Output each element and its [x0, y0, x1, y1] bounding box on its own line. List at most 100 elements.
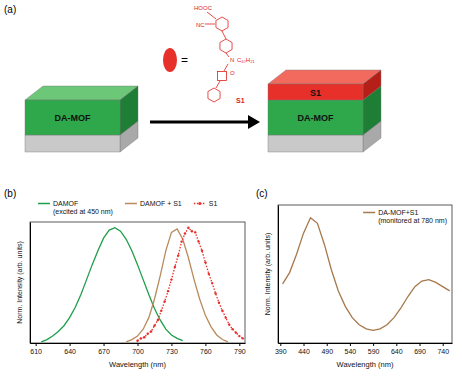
layer-label: DA-MOF	[298, 113, 334, 123]
legend: DAMOF(excited at 450 nm)DAMOF + S1S1	[38, 200, 218, 216]
panel-a: (a)DA-MOFS1DA-MOF=HOOCNCNC₁₀H₂₁OS1	[4, 4, 381, 152]
substrate-front	[25, 135, 120, 152]
plot-area	[41, 227, 244, 342]
molecule-label: O	[230, 70, 235, 76]
x-tick: 790	[234, 343, 246, 355]
legend-label: DAMOF(excited at 450 nm)	[53, 200, 113, 216]
series-line	[126, 229, 228, 342]
x-tick: 640	[64, 343, 76, 355]
dye-layer-side	[363, 70, 381, 100]
ring	[216, 17, 228, 31]
x-tick-mark	[350, 343, 351, 346]
series-marker	[211, 282, 213, 284]
x-axis-title: Wavelength (nm)	[109, 360, 166, 369]
x-tick-label: 640	[391, 348, 403, 355]
molecule-label: NC	[196, 22, 205, 28]
x-tick-mark	[36, 343, 37, 346]
panel-label: (b)	[4, 188, 16, 199]
series-line	[283, 218, 450, 331]
x-tick-mark	[373, 343, 374, 346]
substrate-front	[268, 135, 363, 152]
series-marker	[194, 231, 196, 233]
x-tick-mark	[239, 343, 240, 346]
bond	[205, 24, 215, 25]
x-tick: 700	[132, 343, 144, 355]
dye-layer	[268, 70, 381, 100]
legend-label: S1	[209, 200, 218, 207]
molecule-label: C₁₀H₂₁	[237, 57, 255, 63]
figure: (a)DA-MOFS1DA-MOF=HOOCNCNC₁₀H₂₁OS1(b)610…	[0, 0, 462, 381]
x-tick-mark	[171, 343, 172, 346]
series-marker	[170, 278, 172, 280]
x-axis: 610640670700730760790	[30, 343, 245, 355]
series-marker	[143, 336, 145, 338]
panel-label: (c)	[256, 188, 268, 199]
x-axis: 390 440 490 540 590 640 690 740	[275, 343, 453, 355]
x-tick-label: 740	[437, 348, 449, 355]
series-marker	[197, 240, 199, 242]
legend-label: DA-MOF+S1(monitored at 780 nm)	[378, 209, 447, 225]
x-tick-mark	[443, 343, 444, 346]
x-tick: 540	[345, 343, 357, 355]
series-marker	[228, 323, 230, 325]
series-marker	[191, 230, 193, 232]
x-tick-label: 490	[321, 348, 333, 355]
x-tick: 490	[321, 343, 333, 355]
plot-area	[283, 218, 450, 331]
x-tick: 690	[414, 343, 426, 355]
series-line	[138, 228, 243, 341]
x-tick: 610	[30, 343, 42, 355]
x-tick-label: 670	[98, 348, 110, 355]
x-tick-mark	[205, 343, 206, 346]
y-axis	[278, 206, 279, 344]
x-tick: 640	[391, 343, 403, 355]
molecule-label: N	[230, 57, 234, 63]
series-marker	[235, 331, 237, 333]
plot-frame	[30, 222, 245, 343]
x-tick-mark	[396, 343, 397, 346]
x-tick-label: 590	[368, 348, 380, 355]
series-marker	[177, 254, 179, 256]
chart: (b)610640670700730760790Wavelength (nm)N…	[4, 188, 246, 369]
dye-symbol	[163, 48, 177, 72]
y-axis-line	[30, 223, 31, 344]
arrow-shaft	[150, 121, 250, 124]
x-tick: 740	[437, 343, 449, 355]
x-tick-label: 690	[414, 348, 426, 355]
bond	[216, 81, 220, 88]
series-marker	[225, 316, 227, 318]
mof-layer-side	[120, 86, 138, 135]
legend-marker	[198, 202, 201, 205]
series-marker	[238, 335, 240, 337]
mof-layer-top	[25, 86, 138, 100]
bond	[222, 31, 226, 39]
legend: DA-MOF+S1(monitored at 780 nm)	[363, 209, 447, 225]
series-marker	[136, 339, 138, 341]
y-axis	[30, 223, 31, 344]
series-marker	[184, 232, 186, 234]
bond	[207, 12, 216, 19]
x-tick: 390	[275, 343, 287, 355]
bond	[226, 53, 229, 57]
x-tick-label: 390	[275, 348, 287, 355]
legend-symbol	[194, 203, 206, 205]
x-axis-title: Wavelength (nm)	[337, 360, 394, 369]
mof-layer-front	[25, 100, 120, 135]
x-tick-label: 540	[345, 348, 357, 355]
y-axis-title: Norm. Intensity (arb. units)	[16, 241, 24, 323]
dye-layer-top	[268, 70, 381, 84]
x-tick: 590	[368, 343, 380, 355]
molecule-label: HOOC	[194, 5, 213, 11]
ring	[208, 88, 220, 102]
series-marker	[201, 250, 203, 252]
x-tick: 760	[200, 343, 212, 355]
series-marker	[180, 240, 182, 242]
bond	[224, 64, 228, 71]
series-marker	[160, 310, 162, 312]
x-tick-label: 790	[234, 348, 246, 355]
legend-symbol	[38, 203, 50, 205]
y-axis-line	[278, 206, 279, 344]
x-tick: 670	[98, 343, 110, 355]
series-marker	[214, 292, 216, 294]
x-tick-label: 440	[298, 348, 310, 355]
